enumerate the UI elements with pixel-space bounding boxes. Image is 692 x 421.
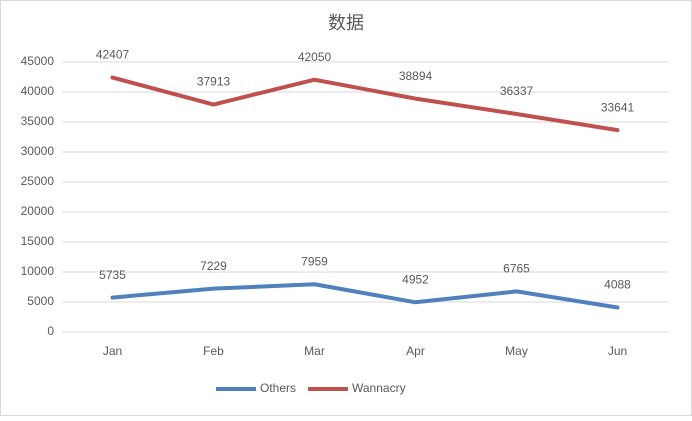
legend-label: Others <box>260 381 296 395</box>
data-label: 4088 <box>604 278 631 292</box>
x-tick-label: Jun <box>608 344 627 358</box>
series-line <box>110 75 620 133</box>
x-tick-label: Apr <box>406 344 425 358</box>
y-tick-label: 0 <box>47 324 54 338</box>
legend-label: Wannacry <box>352 381 406 395</box>
y-tick-label: 5000 <box>27 294 54 308</box>
data-label: 33641 <box>601 100 635 114</box>
series-line <box>110 282 620 310</box>
y-tick-label: 25000 <box>21 174 55 188</box>
chart-title: 数据 <box>328 13 364 33</box>
data-label: 38894 <box>399 69 433 83</box>
data-label: 4952 <box>402 272 429 286</box>
x-tick-label: Mar <box>304 344 325 358</box>
y-tick-label: 10000 <box>21 264 55 278</box>
y-tick-label: 20000 <box>21 204 55 218</box>
data-label: 36337 <box>500 84 534 98</box>
data-label: 37913 <box>197 75 231 89</box>
data-label: 6765 <box>503 262 530 276</box>
x-tick-label: May <box>505 344 528 358</box>
x-tick-label: Jan <box>103 344 122 358</box>
data-label: 42050 <box>298 50 332 64</box>
y-tick-label: 15000 <box>21 234 55 248</box>
data-label: 5735 <box>99 268 126 282</box>
data-label: 42407 <box>96 48 130 62</box>
data-label: 7959 <box>301 254 328 268</box>
x-tick-label: Feb <box>203 344 224 358</box>
data-label: 7229 <box>200 259 227 273</box>
y-tick-label: 40000 <box>21 84 55 98</box>
y-tick-label: 30000 <box>21 144 55 158</box>
y-tick-label: 45000 <box>21 54 55 68</box>
y-tick-label: 35000 <box>21 114 55 128</box>
